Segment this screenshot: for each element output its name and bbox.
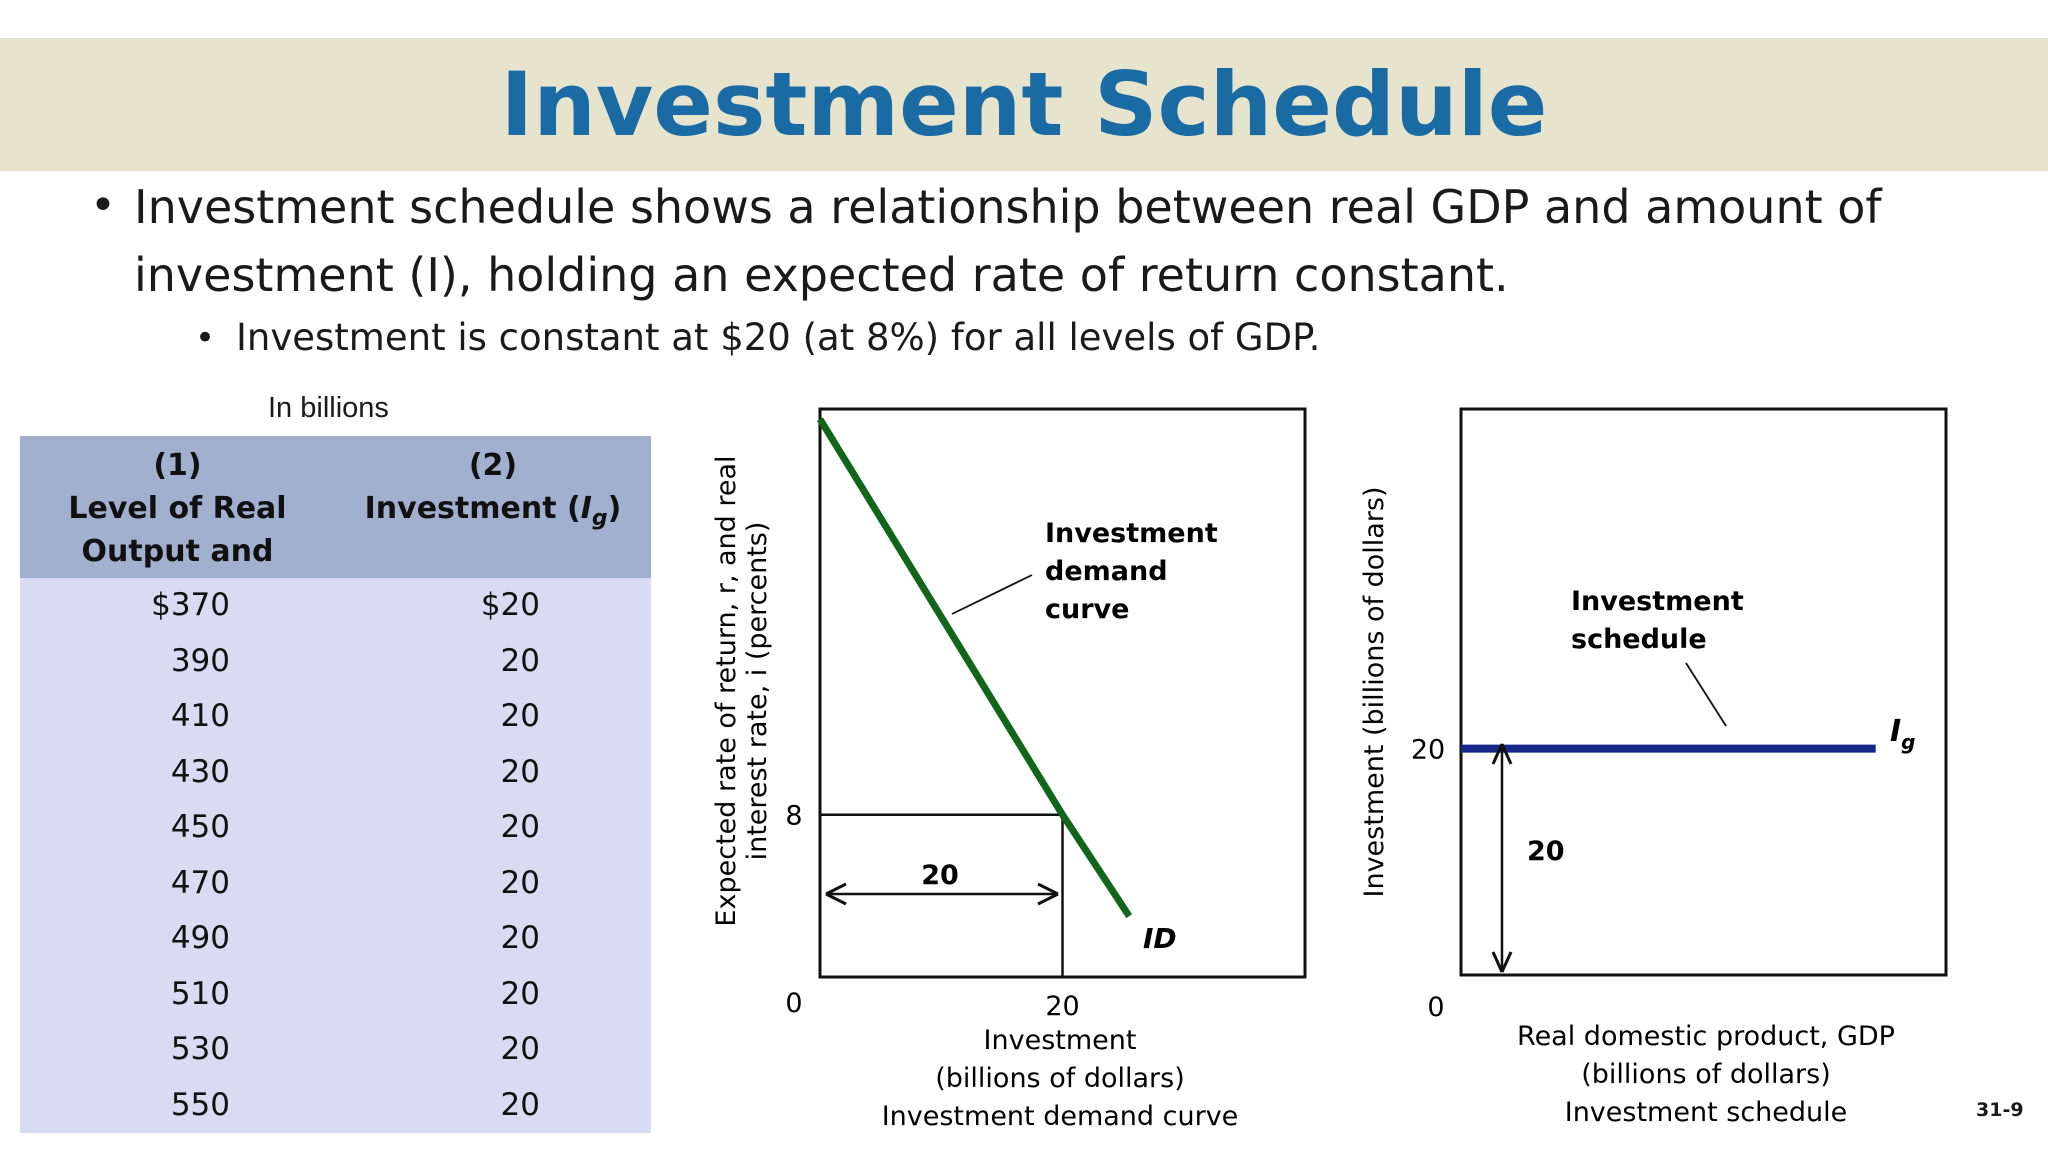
investment-schedule-chart: 20 Investment schedule Ig 20 0 Real dome… xyxy=(1359,407,1948,1128)
table-row: 510 20 xyxy=(20,967,651,1023)
ig-series-symbol: I xyxy=(1890,714,1901,749)
chart1-curve-label-2: demand xyxy=(1045,556,1168,587)
bullet-main-line-1: Investment schedule shows a relationship… xyxy=(134,180,1882,234)
table-row: 390 20 xyxy=(20,634,651,690)
investment-cell: 20 xyxy=(500,1086,540,1123)
investment-demand-chart: Investment demand curve ID 20 8 0 20 Inv… xyxy=(711,407,1307,1132)
ig-series-label: Ig xyxy=(1890,714,1916,754)
investment-demand-curve xyxy=(817,417,1133,919)
chart2-origin-label: 0 xyxy=(1427,992,1444,1023)
table-row: 530 20 xyxy=(20,1022,651,1078)
table-row: 550 20 xyxy=(20,1078,651,1134)
table-row: 450 20 xyxy=(20,800,651,856)
page-title: Investment Schedule xyxy=(500,53,1548,156)
chart1-arrow-head-left xyxy=(825,882,847,906)
chart2-ylabel: Investment (billions of dollars) xyxy=(1359,487,1390,898)
col2-header-text: Investment ( xyxy=(364,491,581,526)
ig-series-subscript: g xyxy=(1901,730,1915,754)
chart2-frame xyxy=(1459,407,1948,977)
chart1-ytick-8: 8 xyxy=(785,801,802,832)
bullet-sub: Investment is constant at $20 (at 8%) fo… xyxy=(236,316,1321,359)
chart2-xlabel: Real domestic product, GDP xyxy=(1517,1021,1895,1052)
chart2-arrow-value: 20 xyxy=(1527,836,1565,867)
col2-header-sub: g xyxy=(591,506,608,531)
table-row: 490 20 xyxy=(20,911,651,967)
investment-table: (1) Level of Real Output and Income (2) … xyxy=(20,436,651,1133)
output-income-cell: 450 xyxy=(170,809,230,845)
chart2-label-leader xyxy=(1685,662,1727,727)
table-body: $370 $20 390 20 410 20 430 20 450 20 470 20 490 20 510… xyxy=(20,578,651,1133)
investment-cell: $20 xyxy=(480,587,540,623)
table-header: (1) Level of Real Output and Income (2) … xyxy=(20,436,651,612)
chart2-ytick-20: 20 xyxy=(1411,735,1445,766)
table-caption: In billions xyxy=(268,392,389,424)
table-row: 470 20 xyxy=(20,856,651,912)
chart1-curve-label-1: Investment xyxy=(1045,518,1218,549)
chart2-arrow-head-down xyxy=(1491,951,1513,973)
output-income-cell: 530 xyxy=(170,1031,230,1067)
investment-cell: 20 xyxy=(500,864,540,901)
chart2-xlabel-units: (billions of dollars) xyxy=(1581,1059,1830,1090)
col1-header-line2: Level of Real xyxy=(68,491,287,526)
chart1-curve-label-3: curve xyxy=(1045,594,1129,625)
output-income-cell: 490 xyxy=(170,920,230,956)
output-income-cell: 470 xyxy=(170,864,230,901)
col2-header-symbol: I xyxy=(580,491,592,526)
chart1-ylabel-line2: interest rate, i (percents) xyxy=(742,522,773,861)
col2-header-line2: Investment (Ig) xyxy=(335,487,651,540)
investment-cell: 20 xyxy=(500,753,540,790)
col2-header-close: ) xyxy=(607,491,622,526)
output-income-cell: 510 xyxy=(170,975,230,1012)
chart1-title: Investment demand curve xyxy=(882,1101,1239,1132)
bullet-main-line-2: investment (I), holding an expected rate… xyxy=(134,248,1509,302)
output-income-cell: 550 xyxy=(170,1086,230,1123)
title-band xyxy=(0,38,2048,171)
col1-header-line1: (1) xyxy=(153,448,202,483)
chart1-arrow-value: 20 xyxy=(921,860,959,891)
chart1-label-leader xyxy=(951,574,1033,615)
col2-header-line1: (2) xyxy=(468,448,518,483)
chart1-xtick-20: 20 xyxy=(1045,991,1079,1022)
chart2-line-label-2: schedule xyxy=(1571,624,1707,655)
id-series-label: ID xyxy=(1143,922,1177,955)
output-income-cell: 430 xyxy=(170,753,230,790)
investment-cell: 20 xyxy=(500,642,540,679)
table-row: 410 20 xyxy=(20,689,651,745)
sub-bullet-marker: • xyxy=(195,318,216,358)
investment-cell: 20 xyxy=(500,920,540,956)
chart1-xlabel: Investment xyxy=(984,1025,1137,1056)
slide-number: 31-9 xyxy=(1976,1099,2024,1121)
investment-cell: 20 xyxy=(500,698,540,734)
investment-cell: 20 xyxy=(500,809,540,845)
chart1-arrow-head-right xyxy=(1037,882,1059,906)
investment-cell: 20 xyxy=(500,1031,540,1067)
chart2-arrow-head-up xyxy=(1491,743,1513,765)
bullet-marker: • xyxy=(90,180,116,231)
table-row: 430 20 xyxy=(20,745,651,801)
investment-cell: 20 xyxy=(500,975,540,1012)
output-income-cell: $370 xyxy=(151,587,230,623)
chart2-title: Investment schedule xyxy=(1565,1097,1848,1128)
table-col2-header: (2) Investment (Ig) xyxy=(335,444,651,540)
chart1-ylabel-line1: Expected rate of return, r, and real xyxy=(711,455,742,926)
chart1-xlabel-units: (billions of dollars) xyxy=(935,1063,1184,1094)
chart2-line-label-1: Investment xyxy=(1571,586,1744,617)
output-income-cell: 410 xyxy=(170,698,230,734)
table-row: $370 $20 xyxy=(20,578,651,634)
chart1-origin-label: 0 xyxy=(785,988,802,1019)
output-income-cell: 390 xyxy=(170,642,230,679)
